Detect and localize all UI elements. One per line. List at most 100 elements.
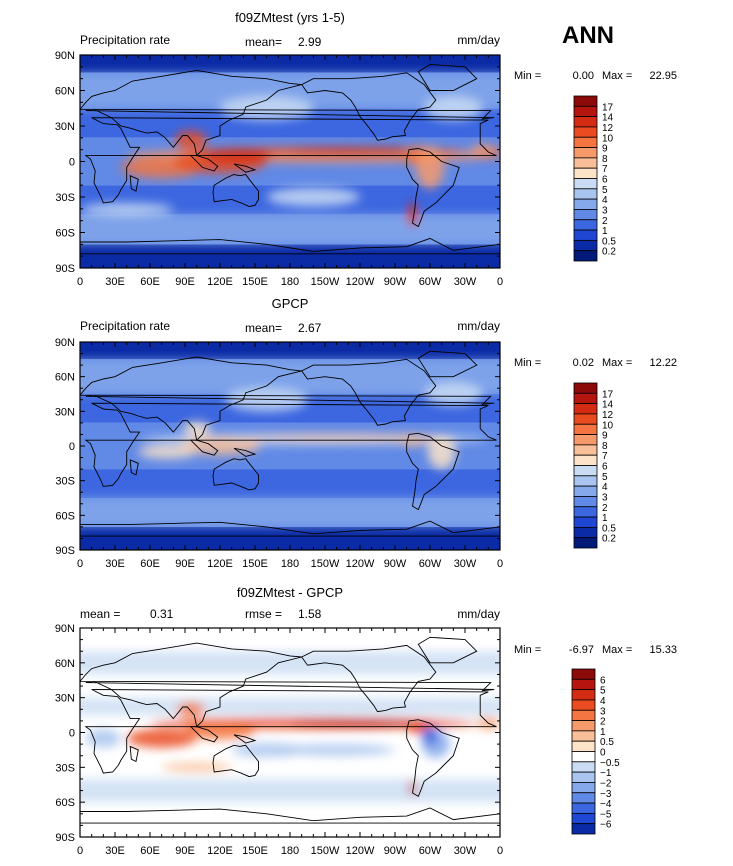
colorbar-label: −1 — [600, 768, 612, 779]
colorbar-label: 9 — [602, 144, 608, 155]
colorbar-label: 1 — [600, 727, 606, 738]
map-axes: 0 30E 60E 90E 120E 150E 180 150W 120W 90W 60W 30W 09… — [55, 623, 503, 857]
field-blob — [176, 702, 205, 717]
field-blob — [85, 729, 121, 748]
field-blob — [290, 719, 430, 727]
x-tick-label: 30W — [454, 845, 477, 857]
x-tick-label: 120E — [207, 276, 233, 288]
x-tick-label: 150W — [311, 276, 340, 288]
y-tick-label: 90N — [55, 50, 75, 62]
coastline — [80, 356, 495, 442]
colorbar-label: 7 — [602, 451, 608, 462]
x-tick-label: 60W — [419, 558, 442, 570]
colorbar-swatch — [573, 475, 598, 487]
colorbar-swatch — [573, 413, 598, 425]
field-band-soft — [80, 214, 500, 245]
colorbar-label: 17 — [602, 389, 614, 400]
x-tick-label: 0 — [77, 845, 83, 857]
colorbar-label: 8 — [602, 441, 608, 452]
colorbar-label: 9 — [602, 431, 608, 442]
colorbar-swatch — [573, 239, 598, 252]
colorbar-label: 4 — [600, 696, 606, 707]
x-tick-label: 60E — [140, 558, 160, 570]
mid-label: mean= — [245, 321, 282, 335]
colorbar-label: 5 — [602, 472, 608, 483]
x-tick-label: 180 — [281, 558, 299, 570]
colorbar-swatch — [573, 526, 598, 539]
left-value: 0.31 — [150, 607, 174, 621]
map-axes: 0 30E 60E 90E 120E 150E 180 150W 120W 90W 60W 30W 09… — [55, 337, 503, 570]
colorbar-swatch — [573, 188, 598, 200]
coastline — [84, 689, 497, 774]
colorbar-swatch — [573, 392, 598, 405]
colorbar-label: 4 — [602, 195, 608, 206]
colorbar-swatch — [571, 802, 596, 814]
coastline — [189, 439, 219, 456]
colorbar-swatch — [573, 219, 598, 231]
colorbar-swatch — [571, 771, 596, 783]
y-tick-label: 30S — [55, 192, 75, 204]
colorbar-label: 2 — [602, 503, 608, 514]
field-band — [80, 526, 500, 550]
colorbar-label: 3 — [602, 492, 608, 503]
field-blob — [278, 744, 395, 756]
colorbar-label: 2 — [602, 216, 608, 227]
y-tick-label: 60S — [55, 797, 75, 809]
coastline — [233, 447, 257, 457]
colorbar-swatch — [573, 178, 598, 190]
field-band-soft — [80, 697, 500, 716]
field-blob — [421, 726, 439, 746]
x-tick-label: 150E — [242, 558, 268, 570]
x-tick-label: 60E — [140, 276, 160, 288]
y-tick-label: 60N — [55, 372, 75, 384]
colorbar-label: 14 — [602, 113, 614, 124]
x-tick-label: 120W — [346, 276, 375, 288]
panel-obs: GPCP Precipitation rate mean= 2.67 mm/da… — [55, 296, 677, 570]
y-tick-label: 90S — [55, 545, 75, 557]
coastline — [80, 807, 500, 824]
coastline — [233, 163, 257, 173]
coastline — [129, 459, 139, 476]
mid-label: rmse = — [245, 607, 282, 621]
colorbar-label: 5 — [600, 686, 606, 697]
field-blob — [182, 421, 211, 436]
colorbar-label: −3 — [600, 789, 612, 800]
field-blob — [126, 729, 197, 748]
colorbar-swatch — [573, 116, 598, 128]
x-tick-label: 180 — [281, 845, 299, 857]
colorbar-label: 3 — [602, 205, 608, 216]
x-tick-label: 30E — [105, 558, 125, 570]
colorbar-label: −6 — [600, 820, 612, 831]
colorbar-swatch — [573, 423, 598, 435]
colorbar-swatch — [573, 229, 598, 241]
field-blob — [161, 762, 232, 772]
y-tick-label: 90S — [55, 263, 75, 275]
field-blob — [138, 444, 197, 459]
y-tick-label: 90N — [55, 337, 75, 349]
colorbar-label: 14 — [602, 400, 614, 411]
colorbar-label: 0.2 — [602, 247, 616, 258]
colorbar-label: −4 — [600, 799, 612, 810]
colorbar-label: 6 — [602, 175, 608, 186]
y-tick-label: 90S — [55, 832, 75, 844]
colorbar-swatch — [571, 761, 596, 773]
colorbar-swatch — [571, 792, 596, 804]
coastline — [80, 642, 495, 728]
y-tick-label: 60S — [55, 510, 75, 522]
panel-diff: f09ZMtest - GPCP mean = 0.31 rmse = 1.58… — [55, 585, 677, 857]
min-label: Min = — [514, 644, 541, 656]
min-label: Min = — [514, 70, 541, 82]
x-tick-label: 120W — [346, 845, 375, 857]
colorbar-swatch — [571, 668, 596, 680]
coastline — [189, 155, 219, 172]
x-tick-label: 30E — [105, 845, 125, 857]
colorbar-swatch — [573, 506, 598, 518]
colorbar-swatch — [573, 126, 598, 138]
colorbar-label: 5 — [602, 185, 608, 196]
colorbar-label: 8 — [602, 154, 608, 165]
max-value: 15.33 — [649, 644, 677, 656]
map-field — [80, 55, 500, 268]
coastline — [301, 644, 437, 713]
left-label: mean = — [80, 607, 120, 621]
